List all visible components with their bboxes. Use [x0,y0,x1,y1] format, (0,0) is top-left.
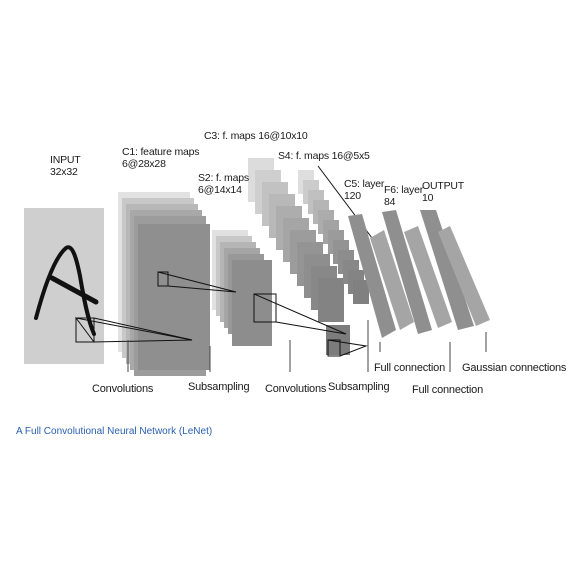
s4-layer-name: S4: f. maps 16@5x5 [278,150,370,162]
f6-layer-label: F6: layer 84 [384,184,423,208]
output-layer-name: OUTPUT [422,180,464,192]
c1-feature-maps [118,192,210,376]
c5-layer-size: 120 [344,190,361,202]
s2-layer-name: S2: f. maps [198,172,249,184]
c5-layer-label: C5: layer 120 [344,178,384,202]
output-band [420,210,474,330]
f6-layer-size: 84 [384,196,396,208]
input-layer-size: 32x32 [50,166,78,178]
input-letter-a [34,245,99,336]
op-full-connection-1: Full connection [374,362,445,374]
op-convolutions-2: Convolutions [265,383,327,395]
c3-layer-label: C3: f. maps 16@10x10 [204,130,308,142]
s4-feature-maps [298,170,369,355]
c3-feature-maps [248,158,344,322]
c1-layer-size: 6@28x28 [122,158,166,170]
s2-layer-label: S2: f. maps 6@14x14 [198,172,249,196]
s2-feature-maps [212,230,272,346]
output-to-gauss-band [438,226,490,326]
c5-layer-name: C5: layer [344,178,385,190]
op-subsampling-2: Subsampling [328,381,390,393]
c1-layer-name: C1: feature maps [122,146,200,158]
input-layer-label: INPUT 32x32 [50,154,81,178]
output-layer-label: OUTPUT 10 [422,180,464,204]
fully-connected-bands [348,210,490,338]
op-gaussian-connections: Gaussian connections [462,362,567,374]
operation-ticks [127,320,487,372]
c5-band [348,214,396,338]
op-subsampling-1: Subsampling [188,381,250,393]
s4-layer-label: S4: f. maps 16@5x5 [278,150,370,162]
op-full-connection-2: Full connection [412,384,483,396]
f6-band [382,210,432,334]
f6-layer-name: F6: layer [384,184,424,196]
c5-to-f6-band [370,230,414,330]
f6-to-output-band [404,226,452,328]
op-convolutions-1: Convolutions [92,383,154,395]
s2-layer-size: 6@14x14 [198,184,242,196]
input-layer-name: INPUT [50,154,81,166]
connection-cones [74,165,373,357]
c1-layer-label: C1: feature maps 6@28x28 [122,146,200,170]
output-layer-size: 10 [422,192,434,204]
figure-caption: A Full Convolutional Neural Network (LeN… [16,426,213,437]
c3-layer-name: C3: f. maps 16@10x10 [204,130,308,142]
